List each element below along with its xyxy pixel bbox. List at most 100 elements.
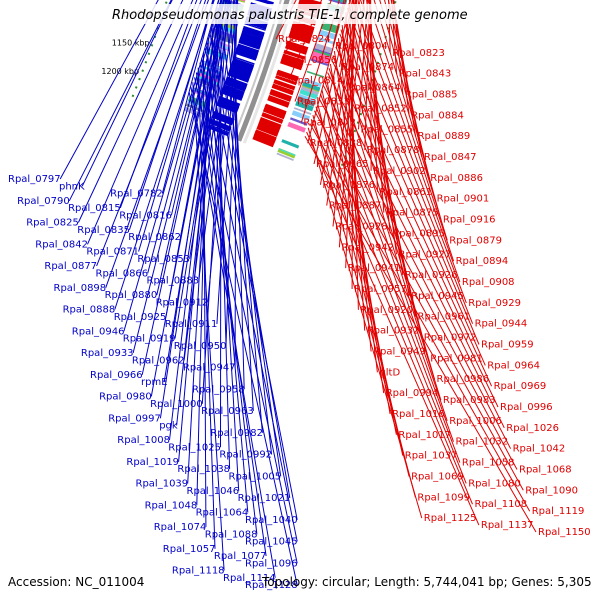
forward-gene-label[interactable]: Rpal_1090 <box>525 485 578 496</box>
reverse-gene-label[interactable]: Rpal_0877 <box>44 261 97 272</box>
forward-gene-label[interactable]: Rpal_1016 <box>392 409 445 420</box>
reverse-gene-label[interactable]: Rpal_0835 <box>77 225 130 236</box>
forward-gene-label[interactable]: Rpal_0972 <box>424 333 477 344</box>
forward-gene-label[interactable]: Rpal_0865 <box>316 159 369 170</box>
forward-gene-label[interactable]: Rpal_0886 <box>430 173 483 184</box>
reverse-gene-label[interactable]: Rpal_0866 <box>96 268 149 279</box>
forward-gene-label[interactable]: Rpal_1037 <box>405 451 458 462</box>
forward-gene-label[interactable]: Rpal_0942 <box>341 242 394 253</box>
forward-gene-label[interactable]: Rpal_1125 <box>424 513 477 524</box>
reverse-gene-label[interactable]: Rpal_1019 <box>126 457 179 468</box>
reverse-gene-label[interactable]: Rpal_1025 <box>168 442 221 453</box>
reverse-gene-label[interactable]: Rpal_0963 <box>201 406 254 417</box>
forward-gene-label[interactable]: Rpal_1150 <box>538 527 591 538</box>
forward-gene-label[interactable]: Rpal_0889 <box>418 131 471 142</box>
reverse-gene-label[interactable]: Rpal_1038 <box>177 464 230 475</box>
reverse-gene-label[interactable]: Rpal_0815 <box>68 203 121 214</box>
reverse-gene-label[interactable]: Rpal_1005 <box>229 471 282 482</box>
reverse-gene-label[interactable]: Rpal_1077 <box>214 551 267 562</box>
forward-gene-label[interactable]: Rpal_1058 <box>462 458 515 469</box>
reverse-gene-label[interactable]: Rpal_1057 <box>163 544 216 555</box>
forward-gene-label[interactable]: Rpal_1069 <box>411 472 464 483</box>
reverse-gene-label[interactable]: Rpal_1114 <box>223 573 276 584</box>
reverse-gene-label[interactable]: Rpal_1000 <box>150 399 203 410</box>
forward-gene-label[interactable]: Rpal_0847 <box>424 152 477 163</box>
forward-gene-label[interactable]: Rpal_0885 <box>405 90 458 101</box>
forward-gene-label[interactable]: Rpal_0878 <box>367 145 420 156</box>
forward-gene-label[interactable]: Rpal_0929 <box>468 298 521 309</box>
forward-gene-label[interactable]: Rpal_1032 <box>456 437 509 448</box>
reverse-gene-label[interactable]: Rpal_0925 <box>114 312 167 323</box>
forward-gene-label[interactable]: Rpal_1026 <box>506 423 559 434</box>
forward-gene-label[interactable]: Rpal_0944 <box>475 319 528 330</box>
reverse-gene-label[interactable]: Rpal_1021 <box>238 493 291 504</box>
forward-gene-label[interactable]: Rpal_0872 <box>303 117 356 128</box>
reverse-gene-label[interactable]: Rpal_1088 <box>205 529 258 540</box>
forward-gene-label[interactable]: Rpal_1042 <box>513 444 566 455</box>
forward-gene-label[interactable]: Rpal_0981 <box>430 353 483 364</box>
reverse-gene-label[interactable]: Rpal_1046 <box>187 486 240 497</box>
reverse-gene-label[interactable]: Rpal_0962 <box>132 355 185 366</box>
reverse-gene-label[interactable]: Rpal_0919 <box>123 334 176 345</box>
reverse-gene-label[interactable]: Rpal_0946 <box>72 326 125 337</box>
forward-gene-label[interactable]: Rpal_0861 <box>380 187 433 198</box>
forward-gene-label[interactable]: Rpal_0926 <box>405 270 458 281</box>
forward-gene-label[interactable]: Rpal_0927 <box>399 249 452 260</box>
reverse-gene-label[interactable]: Rpal_0816 <box>119 210 172 221</box>
forward-gene-label[interactable]: Rpal_0879 <box>449 235 502 246</box>
reverse-gene-label[interactable]: Rpal_1039 <box>136 479 189 490</box>
reverse-gene-label[interactable]: Rpal_0950 <box>174 341 227 352</box>
reverse-gene-label[interactable]: Rpal_0782 <box>110 189 163 200</box>
forward-gene-label[interactable]: Rpal_0901 <box>437 194 490 205</box>
reverse-gene-label[interactable]: rpmE <box>141 377 168 388</box>
reverse-gene-label[interactable]: Rpal_0982 <box>210 428 263 439</box>
reverse-gene-label[interactable]: Rpal_0933 <box>81 348 134 359</box>
reverse-gene-label[interactable]: Rpal_0853 <box>137 254 190 265</box>
forward-gene-label[interactable]: Rpal_0838 <box>310 138 363 149</box>
forward-gene-label[interactable]: Rpal_1006 <box>449 416 502 427</box>
reverse-gene-label[interactable]: Rpal_0862 <box>128 232 181 243</box>
forward-gene-label[interactable]: Rpal_0969 <box>494 381 547 392</box>
forward-gene-label[interactable]: Rpal_1080 <box>468 478 521 489</box>
forward-gene-label[interactable]: Rpal_0986 <box>437 374 490 385</box>
forward-gene-label[interactable]: Rpal_0932 <box>367 326 420 337</box>
forward-gene-label[interactable]: Rpal_0959 <box>481 340 534 351</box>
reverse-gene-label[interactable]: Rpal_0992 <box>219 450 272 461</box>
reverse-gene-label[interactable]: Rpal_0842 <box>35 239 88 250</box>
reverse-gene-label[interactable]: Rpal_1048 <box>145 500 198 511</box>
forward-gene-label[interactable]: Rpal_0884 <box>411 110 464 121</box>
forward-gene-label[interactable]: Rpal_1017 <box>398 430 451 441</box>
forward-gene-label[interactable]: Rpal_0941 <box>348 263 401 274</box>
forward-gene-label[interactable]: Rpal_0833 <box>297 97 350 108</box>
reverse-gene-label[interactable]: Rpal_1040 <box>245 515 298 526</box>
forward-gene-label[interactable]: Rpal_0875 <box>386 208 439 219</box>
reverse-gene-label[interactable]: Rpal_1064 <box>196 508 249 519</box>
forward-gene-label[interactable]: Rpal_1068 <box>519 465 572 476</box>
forward-gene-label[interactable]: Rpal_0949 <box>373 347 426 358</box>
reverse-gene-label[interactable]: Rpal_1118 <box>172 566 225 577</box>
forward-gene-label[interactable]: Rpal_0994 <box>386 388 439 399</box>
forward-gene-label[interactable]: Rpal_0843 <box>399 69 452 80</box>
reverse-gene-label[interactable]: pgk <box>159 421 178 432</box>
forward-gene-label[interactable]: Rpal_0856 <box>284 55 337 66</box>
forward-gene-label[interactable]: Rpal_1119 <box>532 506 585 517</box>
forward-gene-label[interactable]: Rpal_0961 <box>418 312 471 323</box>
forward-gene-label[interactable]: Rpal_0852 <box>354 103 407 114</box>
reverse-gene-label[interactable]: Rpal_0880 <box>105 290 158 301</box>
reverse-gene-label[interactable]: Rpal_0888 <box>63 305 116 316</box>
forward-gene-label[interactable]: Rpal_0855 <box>361 124 414 135</box>
forward-gene-label[interactable]: Rpal_1108 <box>475 499 528 510</box>
reverse-gene-label[interactable]: Rpal_0883 <box>147 276 200 287</box>
forward-gene-label[interactable]: Rpal_0895 <box>392 228 445 239</box>
forward-gene-label[interactable]: Rpal_1137 <box>481 520 534 531</box>
forward-gene-label[interactable]: Rpal_0823 <box>392 48 445 59</box>
reverse-gene-label[interactable]: Rpal_0825 <box>26 218 79 229</box>
forward-gene-label[interactable]: Rpal_0908 <box>462 277 515 288</box>
forward-gene-label[interactable]: Rpal_0928 <box>335 222 388 233</box>
reverse-gene-label[interactable]: Rpal_1045 <box>245 537 298 548</box>
forward-gene-label[interactable]: Rpal_0824 <box>278 34 331 45</box>
forward-gene-label[interactable]: Rpal_0894 <box>456 256 509 267</box>
reverse-gene-label[interactable]: Rpal_0871 <box>86 247 139 258</box>
forward-gene-label[interactable]: gltD <box>379 367 400 378</box>
forward-gene-label[interactable]: Rpal_0864 <box>348 83 401 94</box>
